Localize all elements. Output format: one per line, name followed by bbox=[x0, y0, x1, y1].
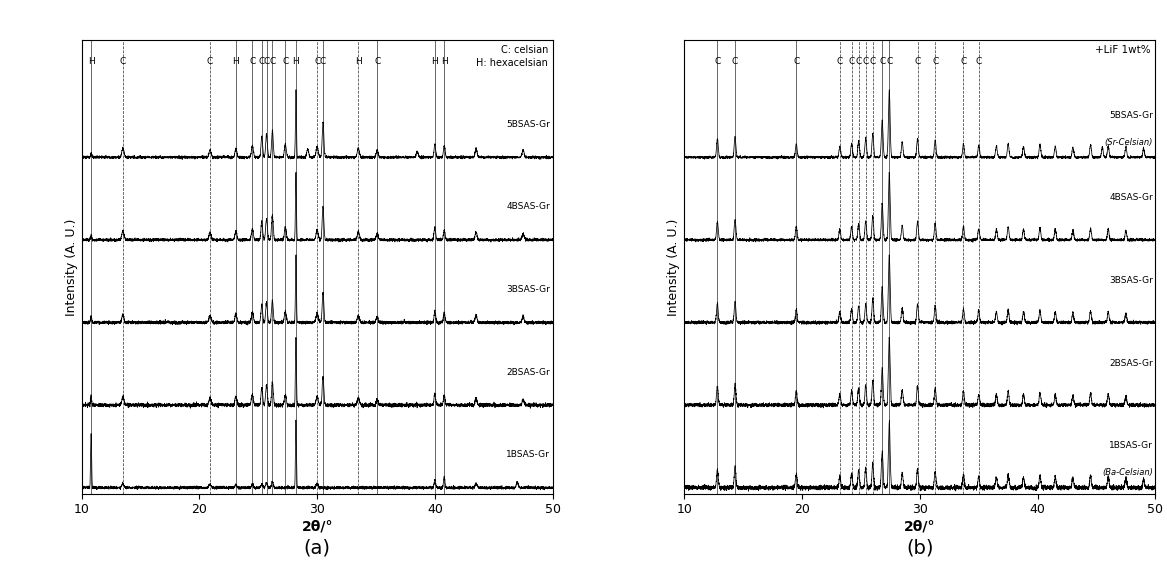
Text: (b): (b) bbox=[906, 539, 934, 558]
Text: C: C bbox=[120, 57, 126, 65]
Text: H: H bbox=[232, 57, 239, 65]
Text: C: C bbox=[714, 57, 720, 65]
Text: 2BSAS-Gr: 2BSAS-Gr bbox=[1109, 359, 1153, 367]
Text: H: H bbox=[432, 57, 439, 65]
Text: C: C bbox=[732, 57, 739, 65]
Text: C: C bbox=[837, 57, 843, 65]
Text: C: C bbox=[207, 57, 214, 65]
Text: 3BSAS-Gr: 3BSAS-Gr bbox=[506, 285, 550, 294]
Y-axis label: Intensity (A. U.): Intensity (A. U.) bbox=[668, 218, 680, 316]
Text: 4BSAS-Gr: 4BSAS-Gr bbox=[506, 203, 550, 211]
Text: C: C bbox=[282, 57, 288, 65]
Text: 5BSAS-Gr: 5BSAS-Gr bbox=[506, 120, 550, 129]
X-axis label: 2θ/°: 2θ/° bbox=[301, 519, 333, 533]
Text: 4BSAS-Gr: 4BSAS-Gr bbox=[1109, 193, 1153, 203]
Text: C: C bbox=[869, 57, 876, 65]
Text: 1BSAS-Gr: 1BSAS-Gr bbox=[506, 450, 550, 459]
Text: 5BSAS-Gr: 5BSAS-Gr bbox=[1109, 111, 1153, 120]
Text: 1BSAS-Gr: 1BSAS-Gr bbox=[1109, 441, 1153, 450]
Text: C: C bbox=[862, 57, 869, 65]
Text: C: C bbox=[794, 57, 799, 65]
Text: C: C bbox=[848, 57, 854, 65]
Text: C: celsian
H: hexacelsian: C: celsian H: hexacelsian bbox=[476, 45, 547, 68]
Text: C: C bbox=[259, 57, 265, 65]
Text: C: C bbox=[932, 57, 938, 65]
Text: C: C bbox=[314, 57, 320, 65]
Text: C: C bbox=[320, 57, 326, 65]
Text: (Ba-Celsian): (Ba-Celsian) bbox=[1102, 468, 1153, 477]
X-axis label: 2θ/°: 2θ/° bbox=[904, 519, 936, 533]
Text: C: C bbox=[375, 57, 380, 65]
Text: 2BSAS-Gr: 2BSAS-Gr bbox=[506, 367, 550, 377]
Text: C: C bbox=[270, 57, 275, 65]
Text: C: C bbox=[264, 57, 270, 65]
Text: C: C bbox=[879, 57, 886, 65]
Text: C: C bbox=[855, 57, 861, 65]
Text: C: C bbox=[250, 57, 256, 65]
Text: C: C bbox=[976, 57, 981, 65]
Text: H: H bbox=[441, 57, 448, 65]
Text: C: C bbox=[915, 57, 921, 65]
Text: C: C bbox=[960, 57, 966, 65]
Text: +LiF 1wt%: +LiF 1wt% bbox=[1095, 45, 1151, 55]
Text: C: C bbox=[886, 57, 893, 65]
Y-axis label: Intensity (A. U.): Intensity (A. U.) bbox=[64, 218, 77, 316]
Text: H: H bbox=[293, 57, 299, 65]
Text: H: H bbox=[355, 57, 362, 65]
Text: 3BSAS-Gr: 3BSAS-Gr bbox=[1109, 276, 1153, 285]
Text: (Sr-Celsian): (Sr-Celsian) bbox=[1105, 138, 1153, 147]
Text: (a): (a) bbox=[303, 539, 330, 558]
Text: H: H bbox=[88, 57, 95, 65]
